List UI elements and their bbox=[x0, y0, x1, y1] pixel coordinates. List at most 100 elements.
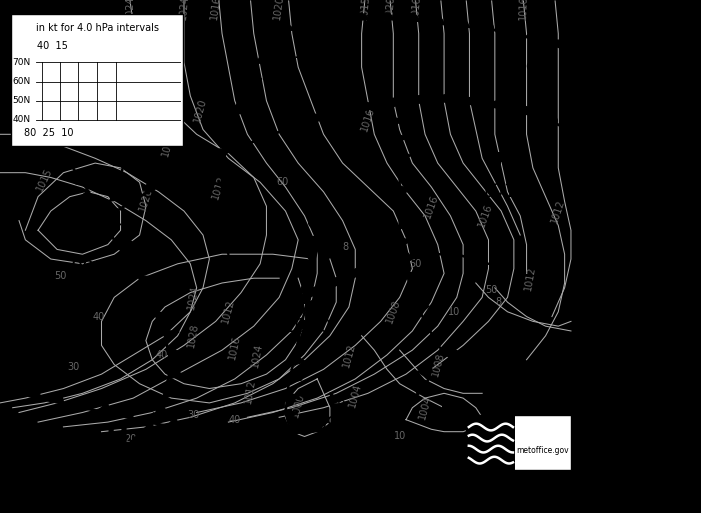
Polygon shape bbox=[144, 412, 156, 424]
Text: 1024: 1024 bbox=[250, 342, 264, 368]
Polygon shape bbox=[110, 192, 124, 201]
Text: 40: 40 bbox=[229, 415, 241, 425]
Text: 10: 10 bbox=[393, 431, 406, 442]
Polygon shape bbox=[433, 337, 447, 345]
Text: L: L bbox=[440, 405, 454, 425]
Polygon shape bbox=[168, 349, 184, 360]
Text: L: L bbox=[327, 391, 339, 410]
Polygon shape bbox=[143, 67, 156, 76]
Polygon shape bbox=[230, 124, 243, 133]
Text: 1016: 1016 bbox=[506, 62, 534, 72]
Polygon shape bbox=[127, 139, 140, 148]
Text: 1019: 1019 bbox=[479, 182, 529, 202]
Text: 1020: 1020 bbox=[137, 186, 154, 212]
Text: 30: 30 bbox=[67, 362, 79, 372]
Polygon shape bbox=[287, 422, 300, 432]
Wedge shape bbox=[402, 13, 418, 21]
Polygon shape bbox=[403, 254, 415, 263]
Polygon shape bbox=[104, 224, 121, 234]
Text: 1000: 1000 bbox=[283, 317, 332, 336]
Wedge shape bbox=[258, 130, 275, 140]
Polygon shape bbox=[0, 103, 12, 112]
Polygon shape bbox=[257, 54, 271, 63]
Polygon shape bbox=[74, 398, 87, 409]
Wedge shape bbox=[331, 278, 346, 287]
Wedge shape bbox=[72, 173, 83, 185]
Polygon shape bbox=[340, 437, 352, 444]
Wedge shape bbox=[351, 13, 367, 21]
Polygon shape bbox=[425, 321, 438, 329]
Polygon shape bbox=[147, 293, 163, 305]
Text: 70N: 70N bbox=[13, 58, 31, 67]
Polygon shape bbox=[59, 158, 72, 167]
Wedge shape bbox=[394, 251, 410, 259]
Wedge shape bbox=[344, 77, 353, 89]
Polygon shape bbox=[301, 320, 314, 329]
Polygon shape bbox=[289, 373, 302, 383]
Polygon shape bbox=[131, 121, 144, 130]
Polygon shape bbox=[224, 232, 237, 242]
Text: L: L bbox=[542, 386, 556, 406]
Text: L: L bbox=[300, 285, 315, 309]
Text: 1000: 1000 bbox=[290, 392, 306, 419]
Polygon shape bbox=[139, 85, 152, 94]
Text: H: H bbox=[106, 425, 129, 453]
Text: 80  25  10: 80 25 10 bbox=[24, 128, 74, 137]
Text: 1020: 1020 bbox=[384, 0, 396, 20]
Text: ×: × bbox=[467, 412, 479, 426]
Polygon shape bbox=[335, 418, 348, 429]
Wedge shape bbox=[234, 139, 251, 149]
Polygon shape bbox=[106, 451, 121, 464]
Text: 1024: 1024 bbox=[178, 0, 190, 20]
Text: 1016: 1016 bbox=[477, 203, 494, 229]
Polygon shape bbox=[5, 382, 18, 393]
Polygon shape bbox=[444, 350, 457, 359]
Wedge shape bbox=[384, 98, 402, 106]
Polygon shape bbox=[400, 151, 411, 160]
Polygon shape bbox=[85, 464, 98, 477]
Text: 1016: 1016 bbox=[423, 193, 440, 220]
Polygon shape bbox=[392, 117, 404, 126]
Wedge shape bbox=[463, 97, 481, 105]
Wedge shape bbox=[410, 96, 428, 103]
Text: 1008: 1008 bbox=[384, 299, 402, 325]
Wedge shape bbox=[144, 183, 161, 193]
Wedge shape bbox=[596, 56, 612, 66]
Polygon shape bbox=[358, 413, 370, 424]
Text: 1029: 1029 bbox=[93, 456, 142, 475]
Text: H: H bbox=[494, 151, 515, 175]
Text: 1001: 1001 bbox=[526, 416, 571, 433]
Wedge shape bbox=[452, 19, 468, 27]
Polygon shape bbox=[400, 203, 411, 212]
Text: 1001: 1001 bbox=[437, 435, 482, 452]
Wedge shape bbox=[166, 171, 182, 182]
Polygon shape bbox=[226, 142, 239, 151]
Polygon shape bbox=[222, 214, 234, 224]
Text: 50N: 50N bbox=[13, 96, 31, 105]
Polygon shape bbox=[123, 156, 137, 166]
Text: 1016: 1016 bbox=[518, 0, 529, 19]
Polygon shape bbox=[102, 209, 116, 218]
Wedge shape bbox=[326, 16, 343, 23]
Polygon shape bbox=[487, 389, 500, 399]
Wedge shape bbox=[550, 40, 566, 49]
Text: ×: × bbox=[308, 291, 320, 305]
Polygon shape bbox=[378, 406, 391, 418]
Polygon shape bbox=[458, 364, 471, 373]
Polygon shape bbox=[115, 241, 132, 251]
Text: 50: 50 bbox=[486, 285, 498, 295]
Wedge shape bbox=[490, 101, 507, 109]
Text: 1024: 1024 bbox=[125, 0, 135, 19]
Polygon shape bbox=[290, 428, 303, 437]
Text: 40: 40 bbox=[156, 350, 168, 360]
Polygon shape bbox=[121, 408, 133, 419]
Text: 1016: 1016 bbox=[360, 107, 376, 133]
Polygon shape bbox=[142, 423, 158, 435]
Polygon shape bbox=[222, 196, 234, 205]
Polygon shape bbox=[215, 422, 228, 432]
Wedge shape bbox=[442, 248, 458, 254]
Polygon shape bbox=[305, 302, 318, 311]
Text: 8: 8 bbox=[343, 242, 349, 252]
Wedge shape bbox=[332, 108, 350, 116]
Wedge shape bbox=[540, 114, 557, 124]
